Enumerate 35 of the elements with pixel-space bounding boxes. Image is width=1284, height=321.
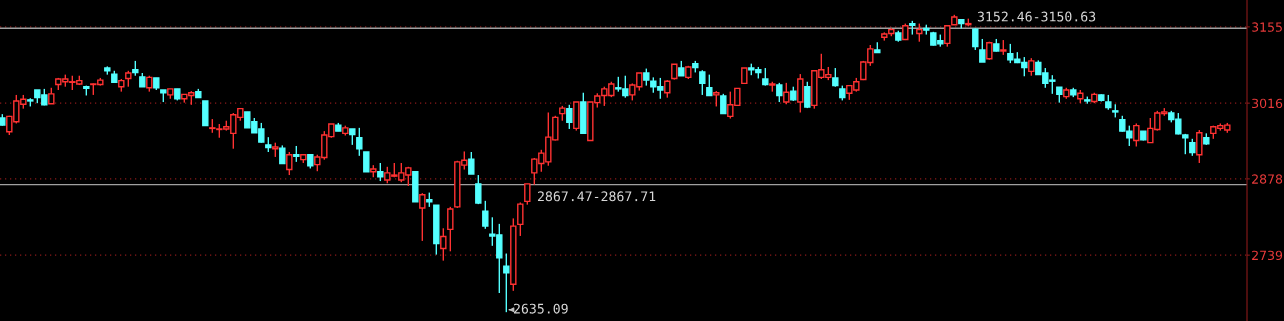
candlestick <box>776 82 783 103</box>
candlestick <box>979 38 986 63</box>
candlestick <box>1133 122 1140 148</box>
candlestick <box>832 67 839 88</box>
candlestick <box>797 73 804 114</box>
candlestick <box>706 73 713 97</box>
y-tick-label: 3016 <box>1252 98 1283 109</box>
candlestick <box>377 162 384 182</box>
y-tick-label: 2878 <box>1252 174 1283 184</box>
candlestick <box>447 206 454 253</box>
candlestick <box>804 81 811 109</box>
annotation: 2867.47-2867.71 <box>537 191 656 202</box>
candlestick <box>699 69 706 96</box>
candlestick <box>482 200 489 230</box>
candlestick <box>720 93 727 115</box>
candlestick <box>356 127 363 157</box>
candlestick <box>944 25 951 48</box>
annotation: 3152.46-3150.63 <box>977 11 1096 22</box>
candlestick <box>916 22 923 43</box>
y-tick-label: 2739 <box>1252 250 1283 261</box>
candlestick <box>566 104 573 130</box>
candlestick <box>783 82 790 105</box>
candlestick <box>468 151 475 175</box>
candlestick <box>279 144 286 165</box>
candlestick <box>286 151 293 176</box>
y-tick-label: 3155 <box>1252 22 1282 32</box>
candlestick <box>363 151 370 173</box>
candlestick <box>524 183 531 206</box>
candlestick <box>419 192 426 242</box>
candlestick <box>1196 129 1203 164</box>
candlestick <box>972 27 979 51</box>
candlestick <box>440 227 447 262</box>
candlestick <box>517 201 524 237</box>
annotation: 2635.09 <box>513 303 568 314</box>
candlestick <box>475 174 482 205</box>
